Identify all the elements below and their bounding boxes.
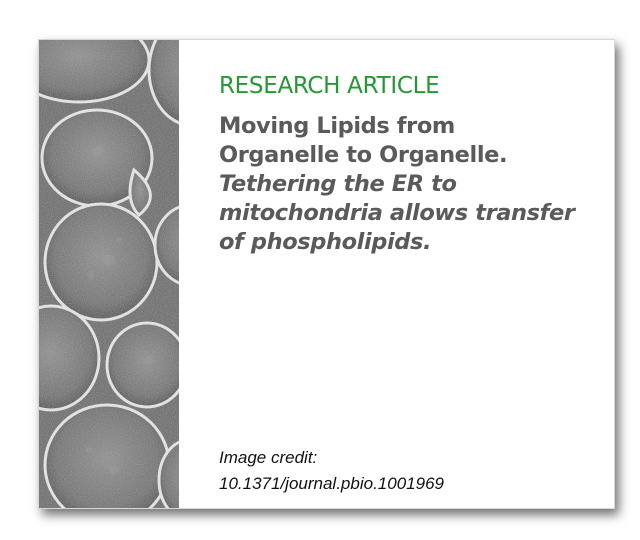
- headline-subtitle: Tethering the ER to mitochondria allows …: [219, 171, 575, 255]
- article-type-label: RESEARCH ARTICLE: [219, 73, 440, 99]
- article-headline[interactable]: Moving Lipids from Organelle to Organell…: [219, 112, 599, 257]
- image-credit: Image credit: 10.1371/journal.pbio.10019…: [219, 445, 444, 497]
- cell-micrograph-image: [39, 40, 179, 508]
- image-credit-doi[interactable]: 10.1371/journal.pbio.1001969: [219, 474, 444, 493]
- headline-title-line-2: Organelle to Organelle.: [219, 142, 508, 168]
- headline-title-line-1: Moving Lipids from: [219, 113, 455, 139]
- article-card[interactable]: RESEARCH ARTICLE Moving Lipids from Orga…: [38, 39, 615, 509]
- image-credit-label: Image credit:: [219, 448, 318, 467]
